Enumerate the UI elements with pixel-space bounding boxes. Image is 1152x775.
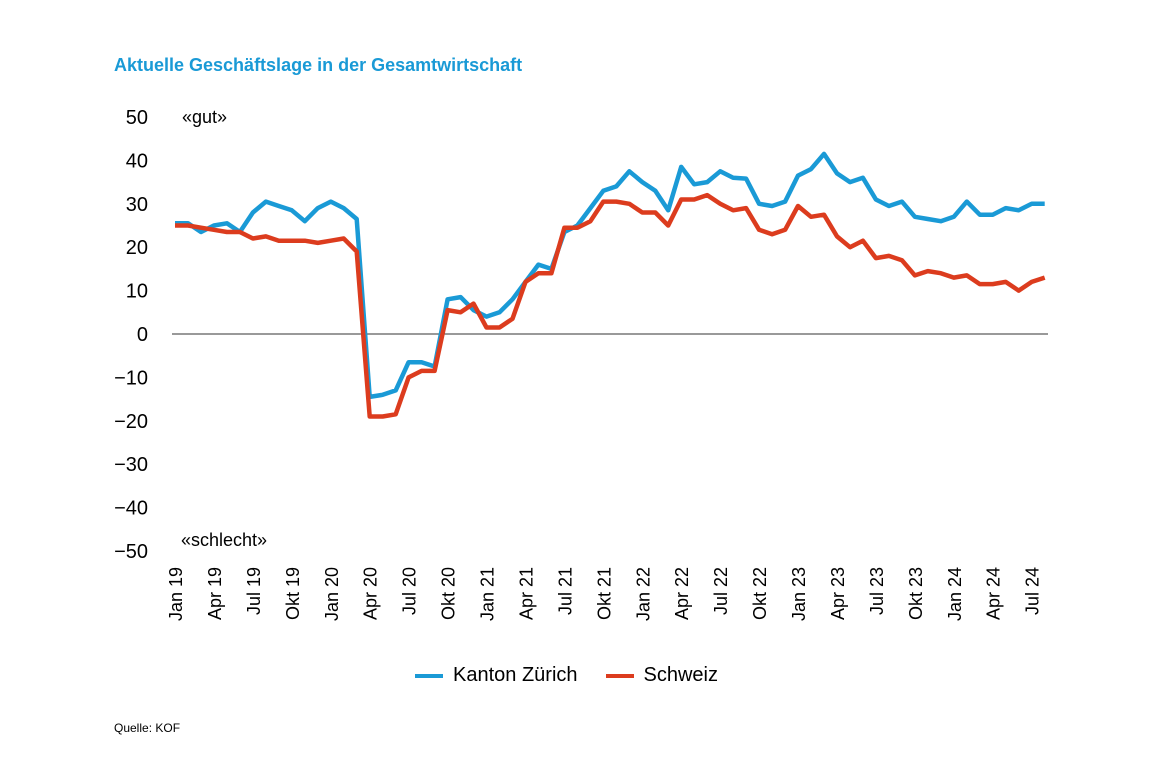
x-tick-label: Jul 24: [1023, 567, 1043, 615]
y-tick-label: −20: [114, 411, 148, 433]
x-tick-label: Okt 22: [750, 567, 770, 620]
x-tick-label: Okt 20: [439, 567, 459, 620]
x-tick-label: Apr 21: [516, 567, 536, 620]
y-tick-label: 30: [126, 194, 148, 216]
x-tick-label: Jul 22: [711, 567, 731, 615]
annotation-schlecht: «schlecht»: [181, 530, 267, 550]
legend-swatch: [605, 673, 634, 678]
y-tick-label: 10: [126, 281, 148, 303]
annotation-gut: «gut»: [182, 107, 227, 127]
x-tick-label: Apr 22: [672, 567, 692, 620]
x-tick-label: Jan 19: [166, 567, 186, 621]
y-tick-label: 40: [126, 150, 148, 172]
y-tick-label: 0: [137, 324, 148, 346]
x-tick-label: Jan 21: [478, 567, 498, 621]
x-tick-label: Jan 24: [945, 567, 965, 621]
legend-item-schweiz: Schweiz: [605, 664, 718, 687]
legend-label: Kanton Zürich: [453, 664, 578, 686]
y-tick-label: 20: [126, 237, 148, 259]
x-tick-label: Okt 21: [594, 567, 614, 620]
x-tick-label: Apr 24: [984, 567, 1004, 620]
x-tick-label: Jul 20: [400, 567, 420, 615]
legend-label: Schweiz: [643, 664, 718, 686]
x-tick-label: Jan 22: [633, 567, 653, 621]
x-tick-label: Jan 20: [322, 567, 342, 621]
legend-item-zuerich: Kanton Zürich: [415, 664, 578, 687]
x-tick-label: Jan 23: [789, 567, 809, 621]
y-tick-label: −30: [114, 454, 148, 476]
x-tick-label: Okt 23: [906, 567, 926, 620]
x-tick-label: Jul 23: [867, 567, 887, 615]
x-tick-label: Jul 21: [555, 567, 575, 615]
chart-title: Aktuelle Geschäftslage in der Gesamtwirt…: [114, 55, 523, 75]
x-tick-label: Apr 20: [361, 567, 381, 620]
series-line-schweiz: [175, 192, 1046, 419]
x-tick-label: Apr 23: [828, 567, 848, 620]
y-tick-label: −50: [114, 541, 148, 563]
x-tick-label: Okt 19: [283, 567, 303, 620]
y-tick-label: 50: [126, 107, 148, 129]
x-tick-label: Jul 19: [244, 567, 264, 615]
y-tick-label: −10: [114, 367, 148, 389]
series-line-kanton-zuerich: [175, 151, 1045, 400]
y-tick-label: −40: [114, 498, 148, 520]
legend-swatch: [415, 673, 443, 678]
legend: Kanton Zürich Schweiz: [415, 664, 718, 687]
source-note: Quelle: KOF: [114, 721, 181, 735]
x-tick-label: Apr 19: [205, 567, 225, 620]
